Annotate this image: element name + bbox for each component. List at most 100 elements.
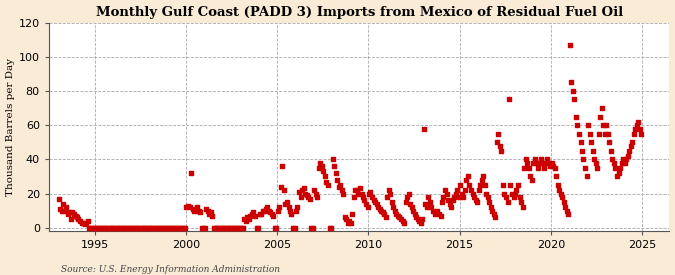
Point xyxy=(584,131,595,136)
Point xyxy=(195,210,206,214)
Point xyxy=(529,157,540,161)
Point xyxy=(400,200,411,204)
Point xyxy=(109,226,120,230)
Point xyxy=(461,178,472,182)
Point xyxy=(301,193,312,197)
Point xyxy=(180,226,190,230)
Point xyxy=(360,202,371,206)
Point xyxy=(601,123,612,127)
Point xyxy=(481,191,491,196)
Point xyxy=(257,208,268,213)
Point xyxy=(373,205,383,210)
Point xyxy=(78,221,88,225)
Point xyxy=(610,166,621,170)
Point xyxy=(230,226,240,230)
Point xyxy=(473,188,484,192)
Point xyxy=(278,188,289,192)
Point xyxy=(490,215,501,220)
Point xyxy=(580,166,591,170)
Point xyxy=(414,219,425,223)
Point xyxy=(371,202,382,206)
Point xyxy=(552,183,563,187)
Point xyxy=(437,200,448,204)
Point xyxy=(352,188,362,192)
Point xyxy=(167,226,178,230)
Point xyxy=(342,221,353,225)
Point xyxy=(510,191,520,196)
Point xyxy=(295,195,306,199)
Point xyxy=(344,219,354,223)
Point xyxy=(244,217,254,221)
Point xyxy=(583,123,593,127)
Point xyxy=(120,226,131,230)
Point xyxy=(289,226,300,230)
Point xyxy=(251,226,262,230)
Point xyxy=(500,195,511,199)
Point xyxy=(406,205,417,210)
Point xyxy=(627,140,638,144)
Point xyxy=(335,183,346,187)
Point xyxy=(228,226,239,230)
Point xyxy=(592,166,603,170)
Point xyxy=(408,208,418,213)
Point xyxy=(200,207,211,211)
Point xyxy=(375,207,385,211)
Point xyxy=(455,183,466,187)
Point xyxy=(467,191,478,196)
Point xyxy=(340,215,350,220)
Point xyxy=(175,226,186,230)
Point xyxy=(604,140,615,144)
Point xyxy=(618,157,628,161)
Point xyxy=(333,185,344,189)
Point xyxy=(434,212,445,216)
Point xyxy=(462,174,473,179)
Point xyxy=(294,190,304,194)
Point xyxy=(495,144,506,148)
Point xyxy=(543,161,554,165)
Point xyxy=(350,188,360,192)
Point xyxy=(177,226,188,230)
Point xyxy=(128,226,138,230)
Point xyxy=(330,171,341,175)
Point xyxy=(310,191,321,196)
Point xyxy=(386,200,397,204)
Point xyxy=(217,226,228,230)
Point xyxy=(161,226,172,230)
Point xyxy=(271,226,281,230)
Point xyxy=(64,210,75,214)
Point xyxy=(248,210,259,214)
Point xyxy=(574,131,585,136)
Point xyxy=(636,131,647,136)
Point xyxy=(204,212,215,216)
Point xyxy=(97,226,108,230)
Point xyxy=(418,126,429,131)
Point xyxy=(630,126,641,131)
Point xyxy=(327,157,338,161)
Point xyxy=(484,200,495,204)
Point xyxy=(379,212,389,216)
Point xyxy=(511,188,522,192)
Point xyxy=(213,226,224,230)
Point xyxy=(399,221,410,225)
Point xyxy=(73,217,84,221)
Point xyxy=(470,198,481,203)
Point xyxy=(216,226,227,230)
Point xyxy=(576,148,587,153)
Point xyxy=(454,195,464,199)
Point xyxy=(158,226,169,230)
Point xyxy=(531,161,542,165)
Point xyxy=(535,157,546,161)
Point xyxy=(137,226,148,230)
Point xyxy=(485,205,496,210)
Point xyxy=(558,200,569,204)
Point xyxy=(67,210,78,214)
Point xyxy=(602,131,613,136)
Point xyxy=(385,191,396,196)
Point xyxy=(513,183,524,187)
Point xyxy=(134,226,145,230)
Point xyxy=(323,183,333,187)
Point xyxy=(557,195,568,199)
Point xyxy=(420,202,431,206)
Point xyxy=(79,222,90,227)
Point xyxy=(315,161,325,165)
